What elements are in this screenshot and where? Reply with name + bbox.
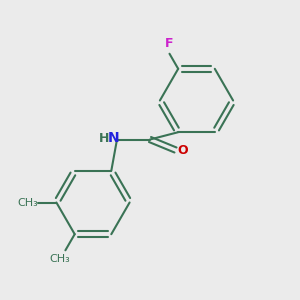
Text: CH₃: CH₃	[17, 197, 38, 208]
Text: O: O	[178, 143, 188, 157]
Text: CH₃: CH₃	[50, 254, 70, 264]
Text: N: N	[108, 131, 119, 145]
Text: F: F	[165, 37, 174, 50]
Text: H: H	[99, 131, 110, 145]
